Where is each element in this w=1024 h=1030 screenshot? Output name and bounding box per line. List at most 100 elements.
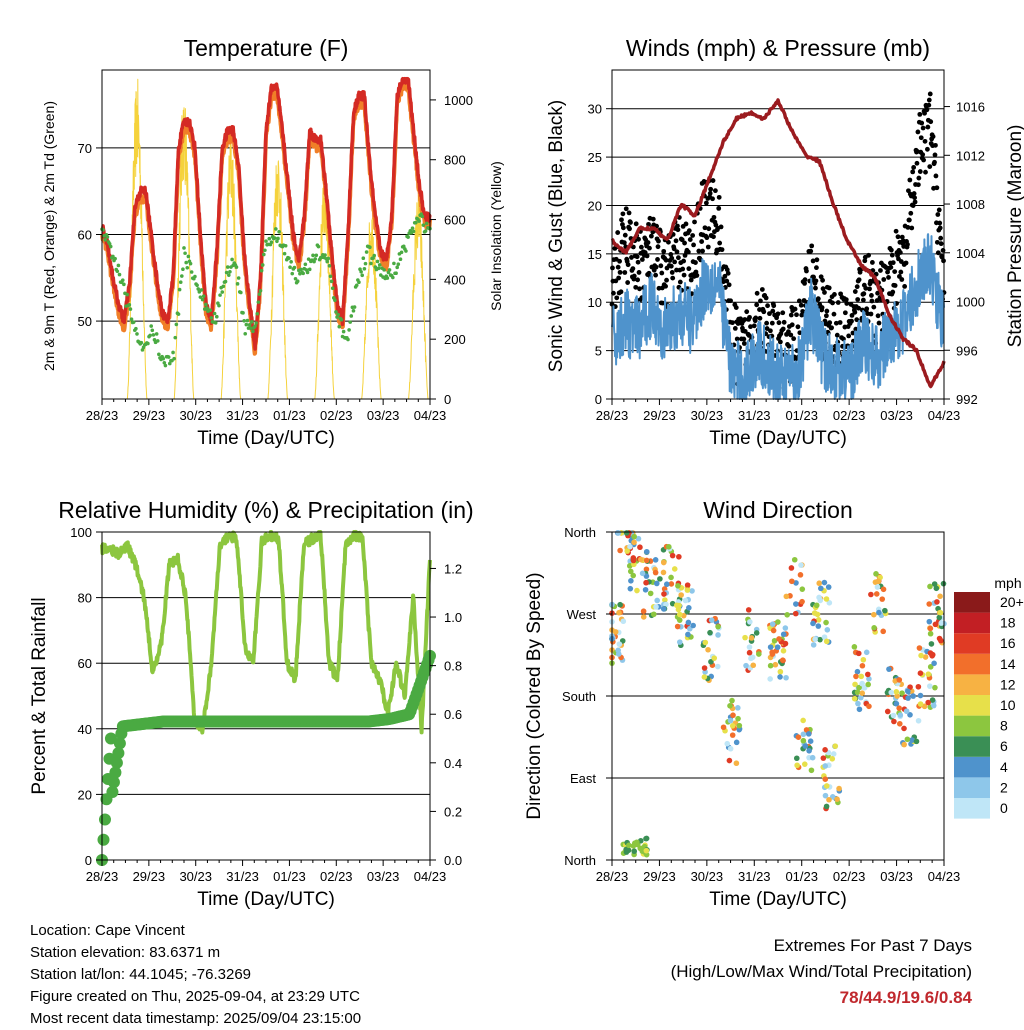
y2-tick-label: 600 [444, 213, 466, 228]
direction-point [782, 625, 789, 631]
dewpoint-point [188, 261, 193, 266]
dewpoint-point [196, 287, 201, 291]
gust-point [919, 120, 925, 126]
direction-point [615, 647, 621, 654]
direction-point [937, 593, 943, 600]
y2-tick-label: 800 [444, 153, 466, 168]
dewpoint-point [115, 269, 120, 274]
direction-point [918, 652, 924, 659]
direction-point [647, 590, 654, 597]
x-tick-label-30/23: 30/23 [691, 408, 724, 423]
dewpoint-point [127, 303, 132, 307]
gust-point [748, 324, 753, 330]
direction-point [630, 557, 637, 564]
dewpoint-point [125, 292, 129, 297]
gust-point [920, 125, 926, 131]
gust-point [708, 186, 714, 192]
gust-point [759, 287, 765, 292]
dewpoint-point [230, 257, 234, 262]
x-tick-label-31/23: 31/23 [738, 869, 771, 884]
direction-point [774, 644, 781, 651]
direction-point [747, 619, 753, 625]
gust-point [639, 244, 644, 250]
gust-point [620, 225, 626, 231]
gust-point [625, 262, 631, 268]
gust-point [650, 216, 656, 222]
direction-point [807, 738, 814, 745]
dewpoint-point [161, 356, 166, 361]
legend-label: 16 [1000, 635, 1016, 651]
legend-swatch [954, 653, 990, 675]
gust-point [906, 217, 912, 223]
dewpoint-point [351, 309, 356, 313]
direction-point [822, 792, 829, 799]
direction-point [715, 632, 721, 638]
legend-label: 12 [1000, 676, 1016, 692]
direction-point [859, 690, 866, 696]
y2-tick-label: 1004 [956, 246, 985, 261]
direction-point [701, 665, 708, 671]
direction-point [829, 755, 836, 762]
location-text: Location: Cape Vincent [30, 922, 185, 939]
gust-point [692, 219, 697, 225]
direction-point [860, 656, 867, 663]
gust-point [786, 329, 791, 335]
y2-tick-label: 1008 [956, 197, 985, 212]
direction-point [936, 614, 943, 621]
gust-point [934, 239, 940, 245]
direction-point [702, 639, 709, 646]
direction-point [823, 803, 830, 810]
legend-swatch [954, 756, 990, 778]
gust-point [706, 226, 712, 232]
dewpoint-point [184, 260, 188, 265]
y-tick-label-south: South [562, 689, 596, 704]
x-tick-label-04/23: 04/23 [928, 869, 961, 884]
direction-point [676, 553, 682, 560]
direction-point [638, 556, 644, 563]
gust-point [824, 308, 830, 314]
direction-point [917, 692, 924, 699]
x-tick-label-30/23: 30/23 [179, 869, 212, 884]
x-tick-label-02/23: 02/23 [320, 408, 353, 423]
dewpoint-point [293, 276, 298, 281]
gust-point [658, 263, 664, 269]
gust-point [765, 303, 770, 309]
gust-point [871, 304, 877, 310]
gust-point [927, 164, 933, 169]
direction-point [798, 562, 804, 568]
direction-point [927, 625, 934, 632]
direction-point [805, 731, 812, 737]
x-tick-label-01/23: 01/23 [785, 869, 818, 884]
direction-point [729, 732, 736, 738]
dewpoint-point [174, 322, 179, 327]
direction-point [789, 578, 795, 585]
direction-point [907, 711, 913, 718]
direction-point [852, 681, 858, 688]
gust-point [767, 311, 772, 317]
direction-point [729, 723, 736, 729]
gust-point [671, 246, 677, 252]
dewpoint-point [413, 220, 418, 225]
direction-point [851, 695, 858, 702]
direction-point [917, 701, 924, 707]
gust-point [636, 270, 642, 275]
gust-point [681, 272, 687, 278]
gust-point [856, 305, 862, 311]
x-tick-label-29/23: 29/23 [643, 869, 676, 884]
humidity-panel: 0 20 40 60 80 100 0.0 0.2 0.4 0.6 0.8 1.0 1.2 28/23 29… [29, 497, 474, 910]
dewpoint-point [235, 282, 240, 286]
gust-point [881, 277, 887, 282]
dewpoint-point [182, 246, 186, 250]
gust-point [663, 283, 668, 289]
direction-point [711, 655, 718, 661]
direction-point [726, 757, 733, 764]
dewpoint-point [201, 294, 206, 298]
gust-point [617, 258, 622, 264]
dewpoint-point [209, 316, 214, 320]
direction-point [652, 569, 659, 576]
gust-point [676, 255, 681, 261]
gust-point [633, 221, 639, 227]
x-tick-label-28/23: 28/23 [596, 869, 629, 884]
relative-humidity-line [100, 530, 432, 735]
gust-point [704, 235, 710, 241]
